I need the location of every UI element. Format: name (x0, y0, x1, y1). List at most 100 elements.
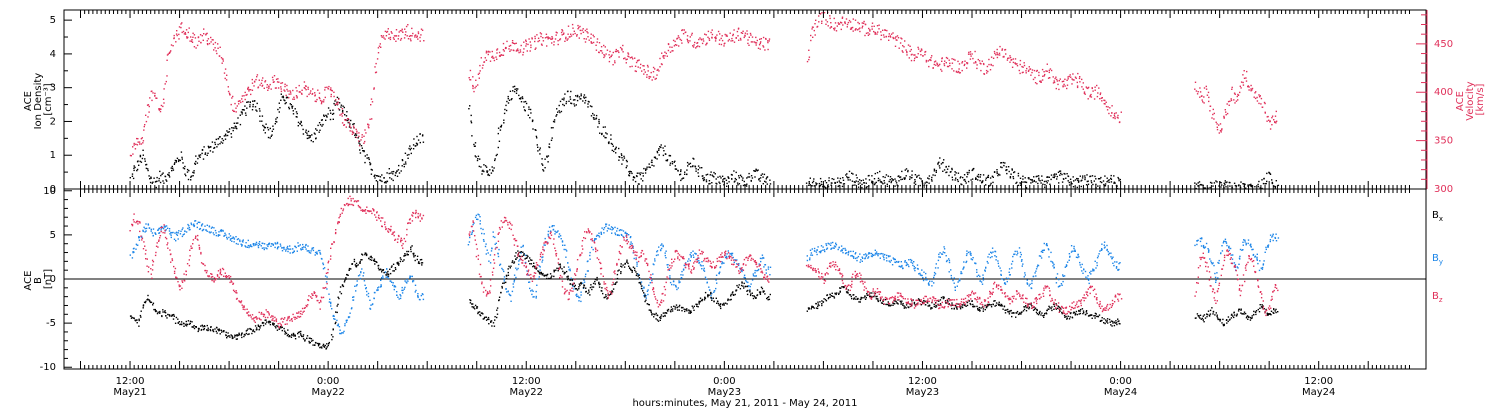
velocity-point (328, 85, 330, 88)
by-point (680, 274, 682, 276)
velocity-point (262, 77, 264, 79)
by-point (960, 272, 962, 275)
by-point (317, 249, 320, 252)
velocity-point (1266, 116, 1268, 118)
density-point (764, 180, 766, 183)
velocity-point (337, 108, 340, 110)
velocity-point (227, 90, 230, 93)
by-point (177, 232, 179, 234)
density-point (957, 172, 960, 174)
by-point (311, 248, 313, 250)
velocity-point (180, 23, 182, 25)
velocity-point (622, 44, 624, 47)
velocity-point (482, 64, 484, 66)
by-point (404, 280, 406, 282)
by-point (966, 250, 968, 252)
velocity-point (1009, 56, 1012, 59)
velocity-point (360, 139, 362, 141)
density-point (320, 119, 323, 121)
by-point (1238, 263, 1240, 265)
by-point (272, 244, 274, 246)
velocity-point (341, 122, 344, 124)
velocity-point (1208, 96, 1210, 99)
velocity-point (659, 66, 661, 68)
by-point (1030, 287, 1033, 290)
by-point (554, 233, 556, 235)
by-point (721, 261, 723, 263)
by-point (1218, 262, 1220, 264)
density-point (1069, 178, 1072, 180)
velocity-point (283, 89, 285, 91)
velocity-point (567, 25, 570, 27)
by-point (609, 228, 611, 230)
velocity-point (679, 38, 681, 41)
by-point (299, 244, 301, 246)
by-point (247, 244, 250, 247)
velocity-point (600, 50, 603, 52)
density-point (1047, 176, 1049, 178)
by-point (1104, 246, 1106, 248)
velocity-point (826, 21, 829, 23)
by-point (667, 264, 669, 266)
by-point (539, 266, 541, 268)
velocity-point (148, 111, 150, 113)
velocity-point (1099, 92, 1102, 94)
velocity-point (1110, 115, 1112, 117)
density-point (1030, 182, 1032, 184)
density-point (633, 177, 636, 179)
by-point (1057, 286, 1060, 288)
density-point (181, 156, 183, 159)
density-point (1092, 183, 1094, 186)
velocity-point (211, 39, 213, 41)
velocity-point (472, 76, 474, 78)
velocity-point (1253, 96, 1255, 98)
by-point (1032, 275, 1035, 278)
velocity-point (242, 100, 244, 103)
by-point (277, 246, 279, 249)
velocity-point (489, 51, 491, 53)
density-point (911, 174, 913, 176)
velocity-point (1205, 88, 1208, 90)
density-point (306, 132, 308, 134)
by-point (953, 277, 955, 279)
by-point (322, 263, 325, 266)
by-point (330, 302, 332, 305)
velocity-point (958, 68, 960, 70)
velocity-point (833, 27, 835, 30)
velocity-point (323, 99, 325, 101)
by-point (286, 245, 289, 248)
density-point (1258, 180, 1260, 183)
density-point (1040, 182, 1042, 184)
by-point (898, 260, 900, 263)
density-point (208, 147, 210, 149)
density-point (681, 178, 683, 180)
density-point (264, 126, 267, 129)
density-point (736, 182, 739, 184)
velocity-point (682, 33, 685, 35)
density-point (1087, 183, 1090, 185)
by-point (913, 268, 915, 270)
density-point (590, 115, 593, 117)
by-point (819, 251, 822, 254)
by-point (960, 271, 962, 273)
density-point (381, 174, 383, 176)
by-point (1228, 247, 1230, 249)
velocity-point (335, 99, 337, 101)
density-point (1204, 187, 1207, 189)
by-point (1093, 269, 1095, 272)
velocity-point (563, 32, 565, 34)
density-point (1201, 184, 1203, 186)
density-point (748, 172, 750, 175)
by-point (832, 241, 834, 244)
velocity-point (1062, 85, 1064, 87)
density-point (1057, 171, 1060, 173)
by-point (547, 235, 550, 237)
density-point (285, 102, 287, 104)
by-point (1249, 244, 1251, 246)
velocity-point (694, 41, 696, 44)
density-point (967, 173, 969, 176)
velocity-point (858, 22, 860, 25)
by-point (886, 260, 888, 262)
velocity-point (951, 58, 953, 60)
velocity-point (1118, 121, 1121, 124)
